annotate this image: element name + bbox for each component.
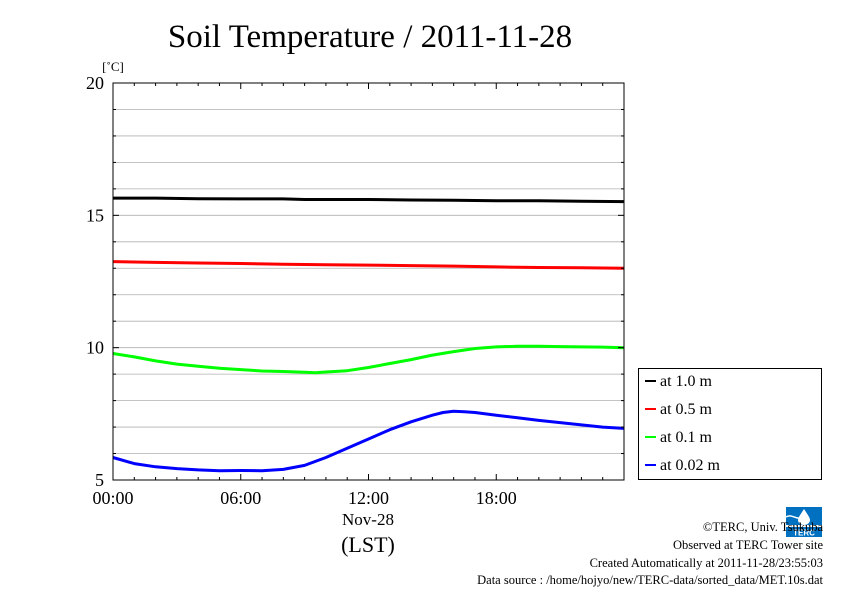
legend: at 1.0 m at 0.5 m at 0.1 m at 0.02 m [638,368,822,480]
y-axis-label: [˚C] [102,59,124,74]
x-tick-label: 06:00 [220,488,261,508]
credit-source: Data source : /home/hojyo/new/TERC-data/… [477,573,823,587]
series-line-3 [112,409,625,473]
y-tick-label: 5 [95,470,104,490]
y-tick-label: 15 [86,205,104,225]
axis-ticks: 5 10 15 20 00:00 06:00 12:00 18:00 [86,73,625,508]
x-axis-label: (LST) [341,532,395,557]
series-lines [112,196,625,473]
legend-item-01m: at 0.1 m [645,428,712,448]
y-tick-label: 20 [86,73,104,93]
legend-label-002m: at 0.02 m [660,457,720,474]
credit-observed: Observed at TERC Tower site [672,538,823,552]
series-line-2 [112,344,625,375]
series-line-1 [112,260,625,270]
legend-label-05m: at 0.5 m [660,401,712,418]
legend-swatch-05m [645,408,656,411]
legend-label-01m: at 0.1 m [660,429,712,446]
grid-lines [113,109,624,454]
legend-item-05m: at 0.5 m [645,400,712,420]
legend-swatch-002m [645,464,656,467]
y-tick-label: 10 [86,338,104,358]
terc-logo: TERC [784,503,824,539]
legend-item-002m: at 0.02 m [645,456,720,476]
logo-text: TERC [793,529,815,538]
legend-swatch-01m [645,436,656,439]
credit-created: Created Automatically at 2011-11-28/23:5… [589,556,823,570]
legend-item-1m: at 1.0 m [645,372,712,392]
series-line-0 [113,196,625,204]
legend-label-1m: at 1.0 m [660,373,712,390]
legend-swatch-1m [645,380,656,383]
x-tick-label: 00:00 [92,488,133,508]
chart-title: Soil Temperature / 2011-11-28 [168,19,572,55]
x-tick-label: 12:00 [348,488,389,508]
credit-copyright: ©TERC, Univ. Tsukuba [702,520,823,534]
x-tick-label: 18:00 [476,488,517,508]
x-date-label: Nov-28 [342,510,394,529]
